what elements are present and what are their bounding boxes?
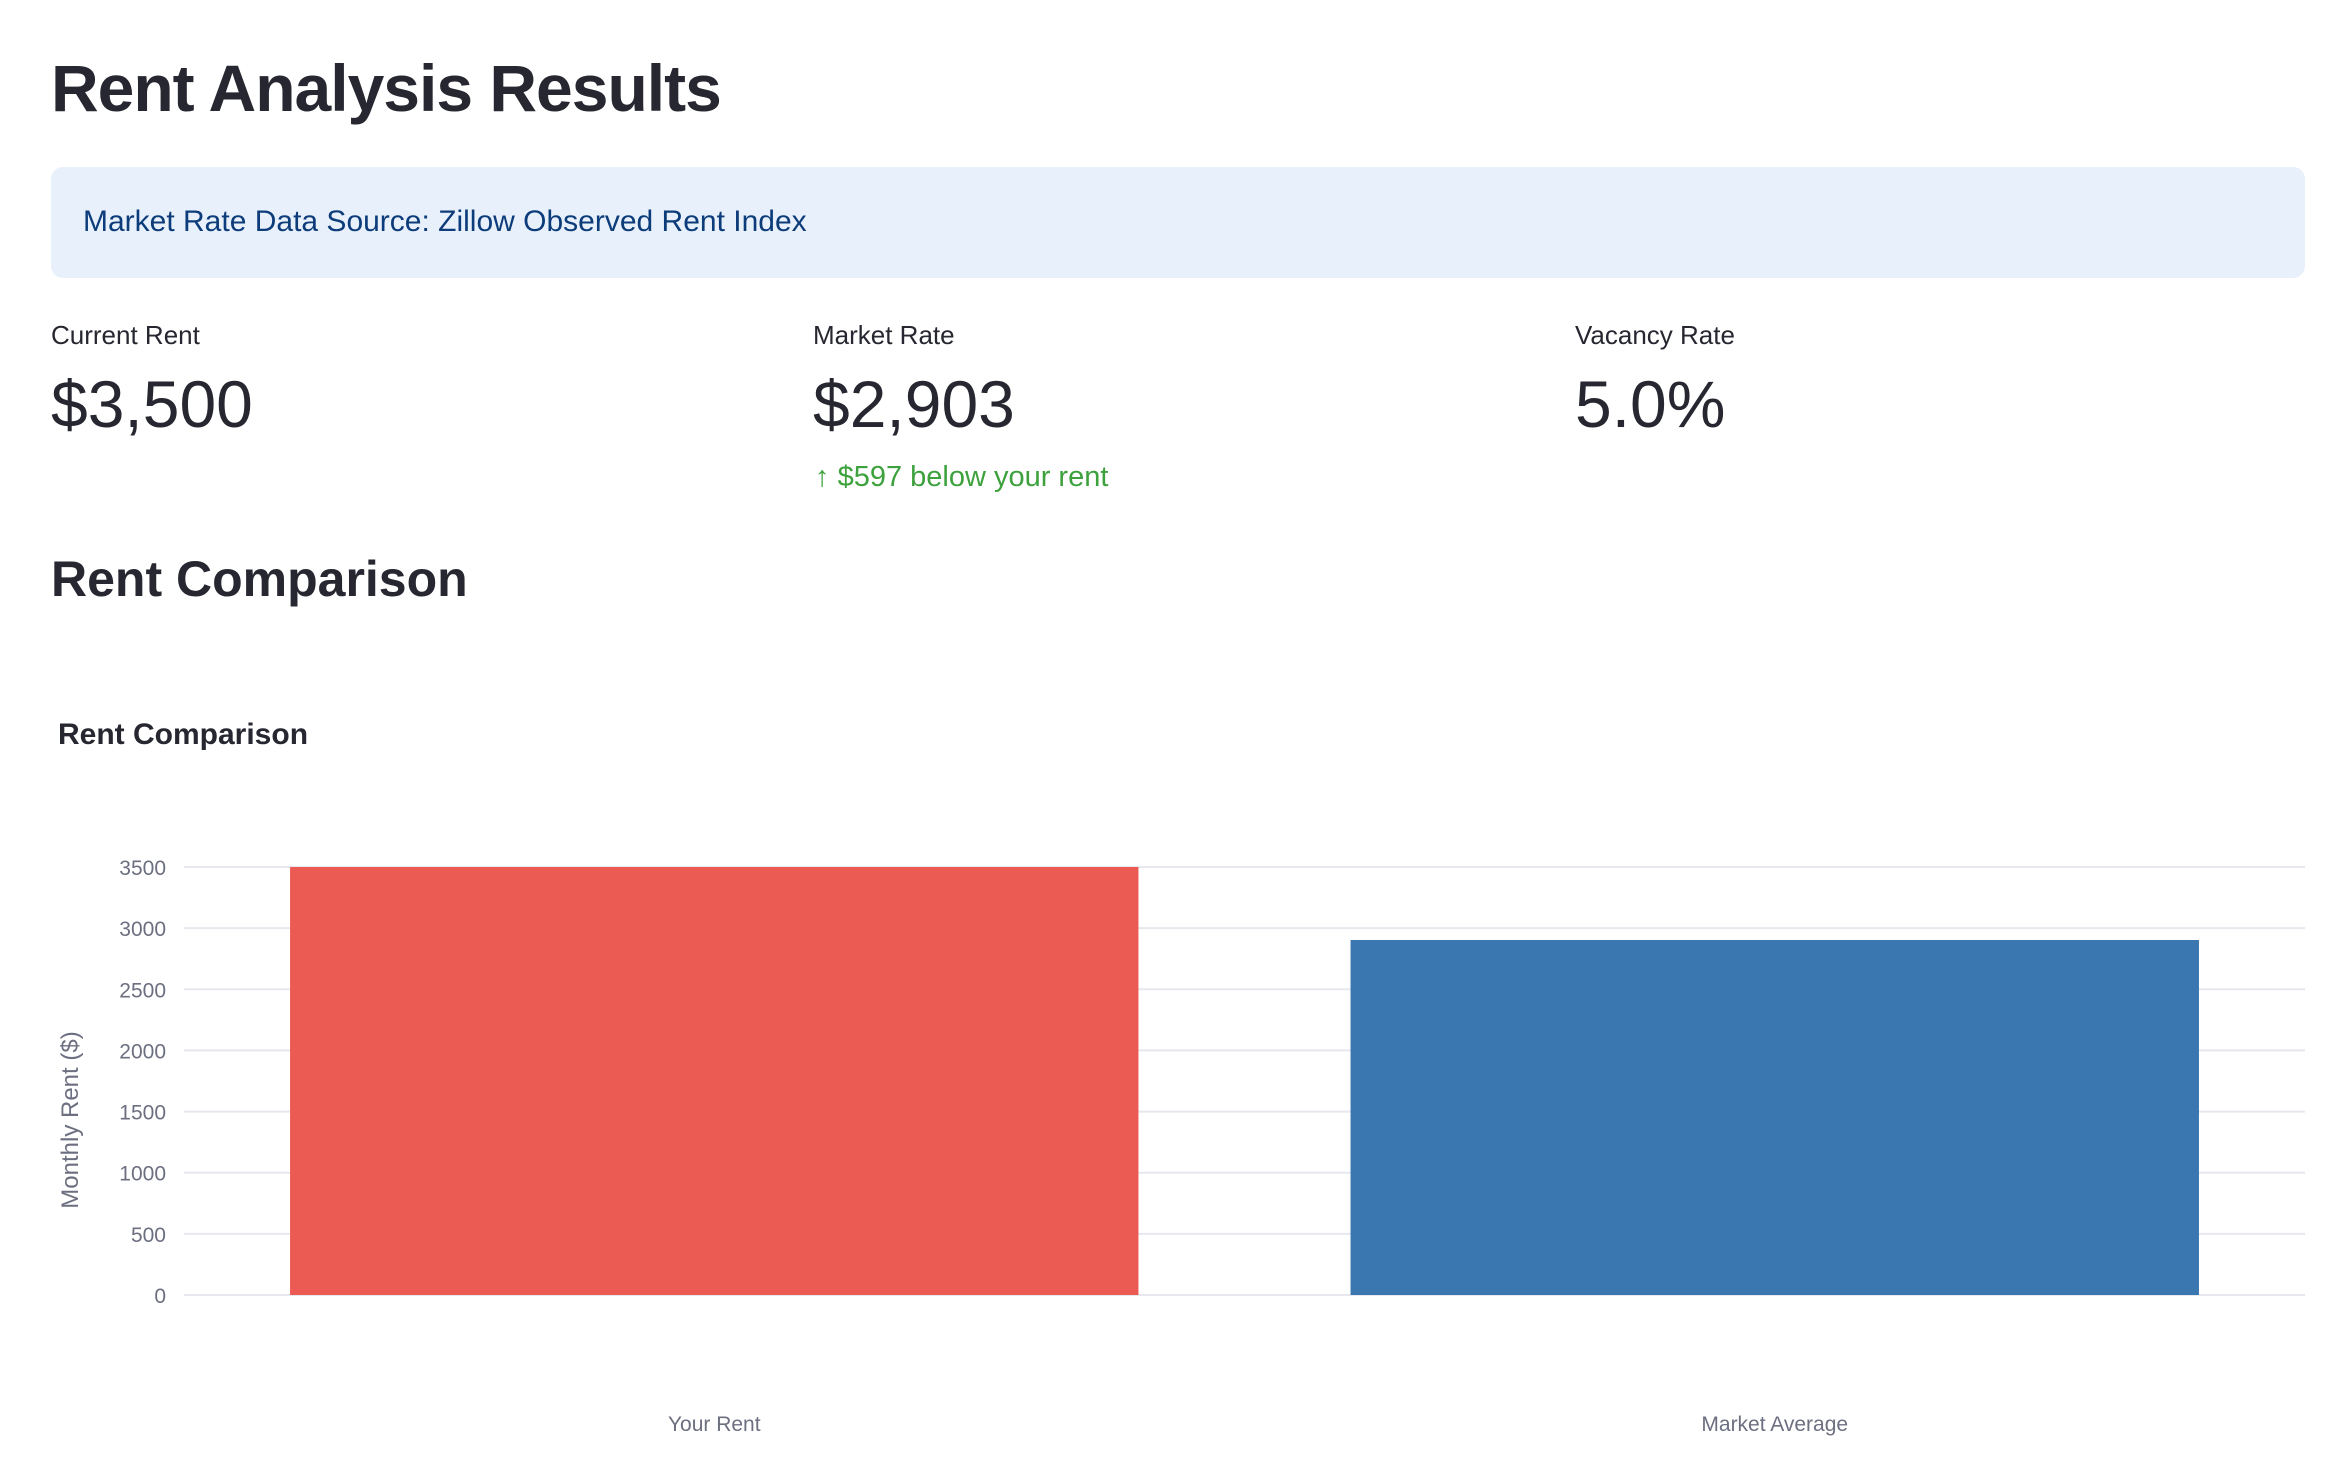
y-tick-label: 2500 — [119, 979, 166, 1002]
x-tick-label: Market Average — [1701, 1413, 1848, 1436]
data-source-text: Market Rate Data Source: Zillow Observed… — [83, 205, 807, 238]
section-title: Rent Comparison — [51, 551, 468, 607]
delta-text: $597 below your rent — [837, 461, 1109, 493]
chart-title: Rent Comparison — [58, 718, 309, 751]
bar-market-average — [1350, 940, 2199, 1295]
y-axis-label: Monthly Rent ($) — [57, 1031, 84, 1208]
metric-market-rate-value: $2,903 — [813, 367, 1015, 441]
metric-market-rate-delta: ↑ $597 below your rent — [815, 461, 1108, 494]
y-tick-label: 2000 — [119, 1040, 166, 1063]
data-source-info-box: Market Rate Data Source: Zillow Observed… — [51, 167, 2305, 278]
bar-your-rent — [290, 867, 1139, 1295]
metric-vacancy-rate-value: 5.0% — [1575, 367, 1726, 441]
y-tick-label: 3000 — [119, 918, 166, 941]
metric-market-rate-label: Market Rate — [813, 320, 955, 350]
y-tick-label: 3500 — [119, 857, 166, 880]
y-tick-label: 1500 — [119, 1102, 166, 1125]
y-tick-label: 1000 — [119, 1163, 166, 1186]
y-tick-label: 0 — [154, 1285, 166, 1308]
arrow-up-icon: ↑ — [815, 461, 830, 493]
page-title: Rent Analysis Results — [51, 51, 722, 125]
metric-current-rent-value: $3,500 — [51, 367, 253, 441]
x-tick-label: Your Rent — [668, 1413, 761, 1436]
y-tick-label: 500 — [131, 1224, 166, 1247]
metric-vacancy-rate-label: Vacancy Rate — [1575, 320, 1735, 350]
metric-current-rent-label: Current Rent — [51, 320, 200, 350]
